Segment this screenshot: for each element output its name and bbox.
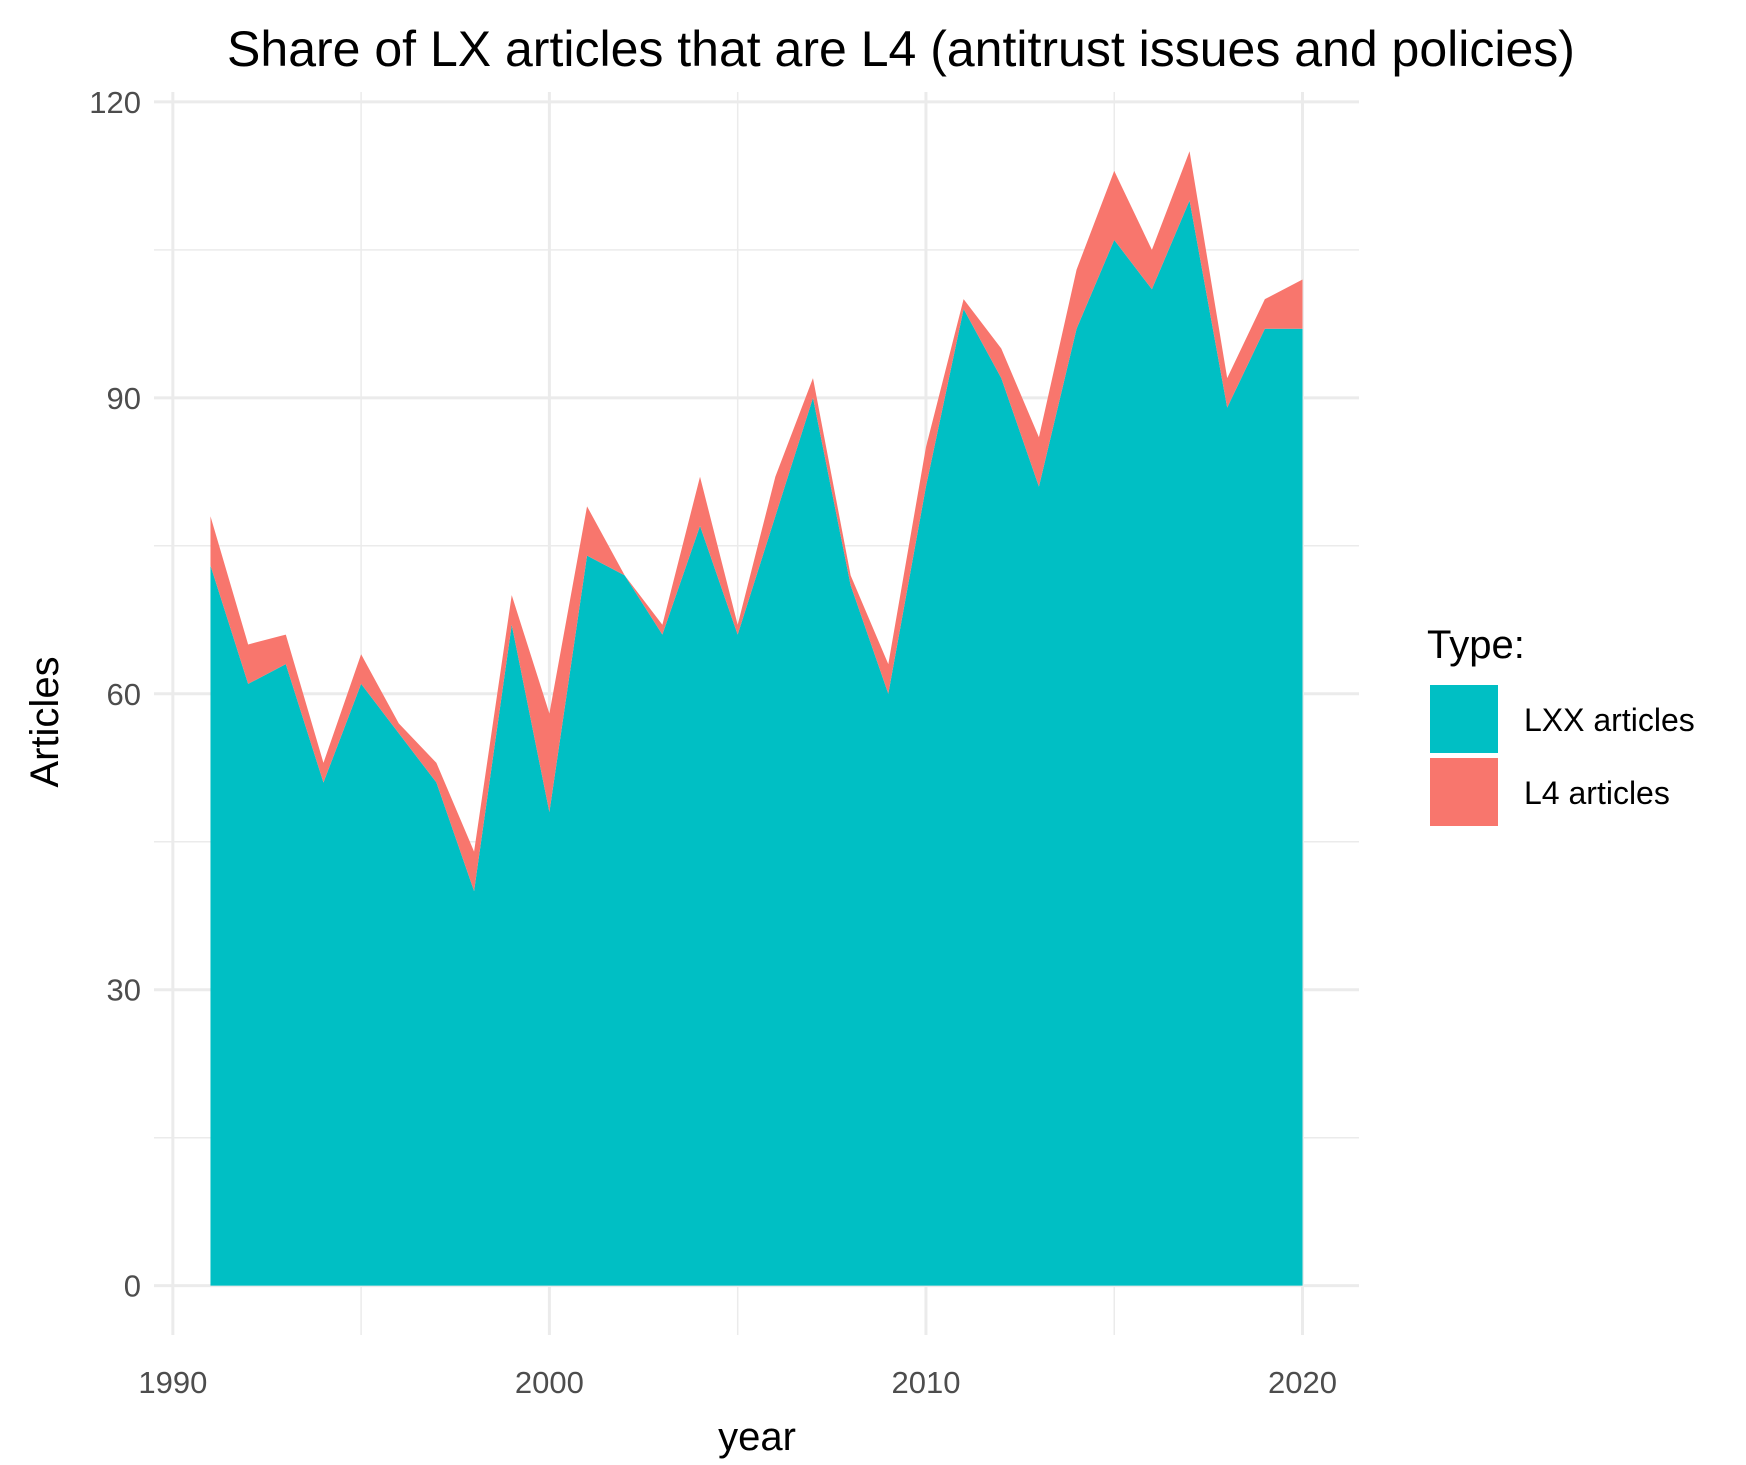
plot-areas — [210, 151, 1303, 1286]
x-tick-label: 1990 — [138, 1365, 207, 1400]
legend-swatch-l4 — [1430, 758, 1498, 826]
y-tick-label: 120 — [89, 85, 141, 120]
area-series-lxx — [210, 200, 1303, 1286]
legend-label-l4: L4 articles — [1524, 775, 1670, 811]
y-tick-label: 0 — [124, 1269, 141, 1304]
legend: Type: LXX articles L4 articles — [1427, 623, 1695, 826]
x-axis-title: year — [718, 1415, 796, 1459]
x-tick-label: 2000 — [515, 1365, 584, 1400]
y-axis-title: Articles — [23, 656, 67, 787]
y-tick-labels: 0 30 60 90 120 — [89, 85, 141, 1304]
legend-title: Type: — [1427, 623, 1525, 667]
legend-swatch-lxx — [1430, 685, 1498, 753]
y-tick-label: 30 — [107, 973, 141, 1008]
x-tick-label: 2020 — [1268, 1365, 1337, 1400]
y-tick-label: 60 — [107, 677, 141, 712]
chart-title: Share of LX articles that are L4 (antitr… — [227, 21, 1575, 77]
x-tick-label: 2010 — [891, 1365, 960, 1400]
legend-label-lxx: LXX articles — [1524, 702, 1695, 738]
x-tick-labels: 1990 2000 2010 2020 — [138, 1365, 1337, 1400]
y-tick-label: 90 — [107, 381, 141, 416]
